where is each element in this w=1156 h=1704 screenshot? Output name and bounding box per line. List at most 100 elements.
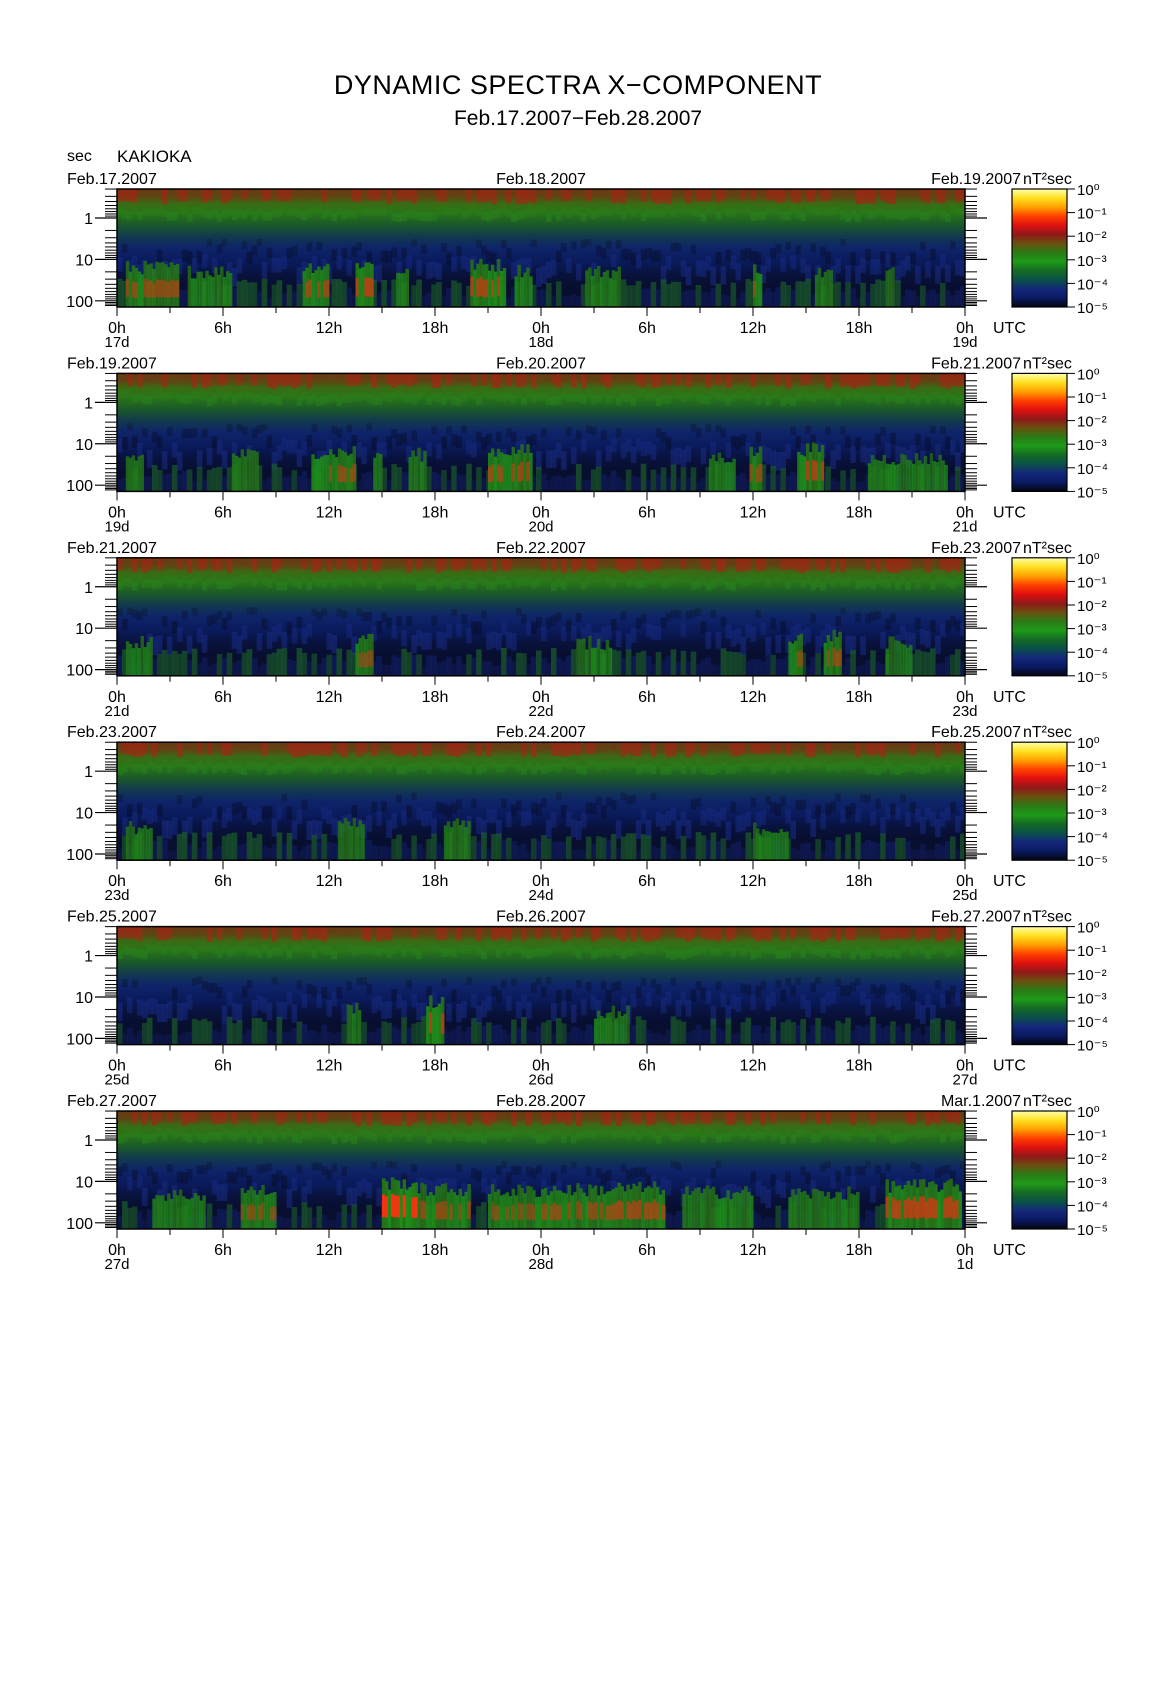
noise-strip — [281, 582, 288, 591]
noise-strip — [426, 292, 432, 307]
noise-strip — [885, 373, 891, 387]
activity-mark — [334, 457, 339, 492]
noise-strip — [840, 761, 846, 770]
noise-strip — [615, 759, 622, 768]
noise-strip — [226, 948, 233, 957]
noise-strip — [950, 759, 956, 768]
noise-strip — [496, 1131, 502, 1140]
noise-strip — [670, 846, 677, 861]
noise-strip — [246, 282, 253, 307]
noise-strip — [446, 1003, 452, 1022]
noise-strip — [945, 656, 951, 676]
noise-strip — [161, 742, 168, 751]
noise-strip — [595, 926, 602, 939]
noise-strip — [620, 443, 627, 459]
noise-strip — [565, 557, 572, 567]
noise-strip — [670, 575, 677, 584]
noise-strip — [541, 428, 547, 438]
noise-strip — [146, 998, 153, 1015]
activity-mark — [493, 456, 498, 492]
noise-strip — [221, 1209, 228, 1229]
activity-mark — [405, 268, 409, 307]
noise-strip — [306, 208, 313, 218]
noise-strip — [226, 467, 233, 492]
noise-strip — [236, 765, 243, 774]
noise-strip — [570, 926, 577, 934]
noise-strip — [231, 832, 238, 861]
noise-strip — [386, 1022, 392, 1045]
noise-strip — [545, 947, 552, 956]
date-label-left: Feb.23.2007 — [67, 724, 157, 741]
noise-strip — [730, 1128, 737, 1137]
noise-strip — [456, 762, 462, 771]
noise-strip — [436, 206, 442, 215]
noise-strip — [670, 189, 677, 198]
noise-strip — [121, 557, 128, 567]
noise-strip — [640, 834, 647, 861]
noise-strip — [655, 811, 662, 827]
noise-strip — [541, 1134, 547, 1144]
noise-strip — [306, 373, 313, 389]
noise-strip — [545, 396, 552, 406]
noise-strip — [526, 950, 532, 959]
noise-strip — [501, 557, 507, 572]
activity-mark — [897, 640, 901, 676]
noise-strip — [725, 944, 732, 953]
noise-strip — [565, 209, 572, 218]
noise-strip — [860, 373, 866, 387]
noise-strip — [336, 944, 343, 953]
noise-strip — [560, 944, 567, 954]
noise-strip — [441, 661, 447, 676]
noise-strip — [121, 1201, 128, 1229]
activity-mark — [361, 824, 365, 861]
noise-strip — [151, 944, 158, 953]
noise-strip — [321, 760, 328, 769]
noise-strip — [960, 474, 966, 492]
noise-strip — [186, 635, 193, 654]
noise-strip — [221, 764, 228, 774]
noise-strip — [835, 926, 841, 942]
noise-strip — [765, 206, 772, 215]
noise-strip — [446, 742, 452, 756]
noise-strip — [426, 942, 432, 951]
noise-strip — [486, 661, 492, 676]
y-tick-label: 100 — [66, 1031, 93, 1048]
noise-strip — [855, 946, 861, 956]
activity-mark — [755, 828, 760, 861]
noise-strip — [785, 1171, 792, 1183]
activity-mark — [514, 276, 518, 307]
noise-strip — [416, 212, 422, 221]
noise-strip — [186, 1169, 193, 1180]
activity-mark — [596, 1010, 601, 1045]
noise-strip — [466, 766, 472, 775]
noise-strip — [935, 761, 941, 771]
noise-strip — [161, 1132, 168, 1142]
noise-strip — [196, 795, 203, 805]
noise-strip — [396, 742, 402, 757]
noise-strip — [655, 742, 662, 754]
noise-strip — [216, 806, 223, 820]
noise-strip — [386, 394, 392, 403]
activity-mark — [796, 635, 801, 676]
date-label-mid: Feb.26.2007 — [496, 909, 586, 926]
activity-mark — [909, 644, 913, 676]
noise-strip — [541, 742, 547, 751]
noise-strip — [560, 189, 567, 202]
y-tick-label: 1 — [84, 764, 93, 781]
noise-strip — [251, 212, 258, 221]
activity-mark — [526, 267, 530, 307]
noise-strip — [900, 557, 906, 570]
activity-core — [317, 281, 321, 298]
noise-strip — [690, 581, 697, 590]
x-tick-label: 18h — [422, 1058, 449, 1075]
noise-strip — [605, 1126, 612, 1136]
noise-strip — [231, 373, 238, 381]
noise-strip — [865, 189, 871, 204]
noise-strip — [715, 664, 722, 676]
noise-strip — [955, 992, 961, 1007]
noise-strip — [635, 204, 642, 213]
noise-strip — [830, 1030, 836, 1045]
noise-strip — [730, 557, 737, 564]
noise-strip — [555, 764, 562, 773]
